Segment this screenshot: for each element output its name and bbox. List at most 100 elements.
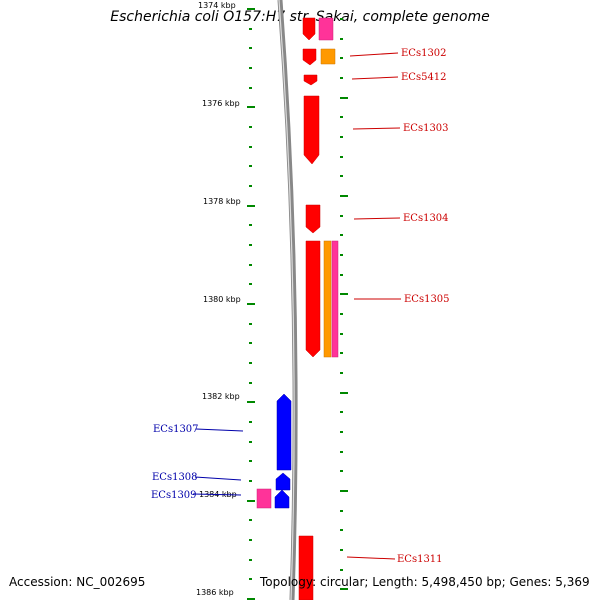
scale-tick-right: [340, 451, 343, 453]
tick-label-1386: 1386 kbp: [196, 588, 234, 597]
gene-arrow-ecs1309: [274, 489, 290, 509]
tick-label-1374: 1374 kbp: [198, 1, 236, 10]
scale-tick-left: [247, 598, 255, 600]
scale-tick-right: [340, 372, 343, 374]
gene-arrow-ecs1308: [275, 472, 291, 491]
scale-tick-right: [340, 175, 343, 177]
genome-backbone-highlight: [278, 0, 295, 600]
scale-tick-left: [249, 47, 252, 49]
gene-arrow-ecs5412: [303, 74, 318, 86]
scale-tick-right: [340, 254, 343, 256]
scale-tick-right: [340, 569, 343, 571]
gene-arrow-ecs1307: [276, 393, 292, 471]
scale-tick-right: [340, 490, 348, 492]
leader-line-ecs1308: [194, 476, 242, 481]
scale-tick-left: [247, 205, 255, 207]
scale-tick-right: [340, 392, 348, 394]
scale-tick-left: [249, 441, 252, 443]
gene-arrow-ecs1302: [302, 48, 317, 66]
scale-tick-right: [340, 333, 343, 335]
map-title: Escherichia coli O157:H7 str. Sakai, com…: [110, 9, 490, 25]
leader-line-ecs5412: [351, 76, 399, 80]
leader-line-ecs1307: [195, 428, 244, 432]
gene-label-ecs5412: ECs5412: [401, 72, 447, 83]
scale-tick-left: [249, 421, 252, 423]
scale-tick-left: [249, 185, 252, 187]
orange-feature-ecs1305: [323, 240, 332, 358]
scale-tick-left: [249, 224, 252, 226]
gene-arrow-ecs1303: [303, 95, 320, 165]
scale-tick-left: [249, 87, 252, 89]
scale-tick-left: [249, 519, 252, 521]
gene-label-ecs1311: ECs1311: [397, 554, 443, 565]
leader-line-ecs1302: [349, 52, 399, 57]
scale-tick-left: [247, 303, 255, 305]
scale-tick-left: [249, 28, 252, 30]
accession-text: Accession: NC_002695: [9, 575, 146, 589]
rna-feature-ecs1309: [256, 488, 272, 509]
orange-feature-ecs1302: [320, 48, 336, 65]
scale-tick-right: [340, 156, 343, 158]
scale-tick-left: [249, 283, 252, 285]
scale-tick-left: [247, 8, 255, 10]
topology-summary: Topology: circular; Length: 5,498,450 bp…: [260, 575, 590, 589]
scale-tick-right: [340, 313, 343, 315]
scale-tick-right: [340, 38, 343, 40]
gene-arrow-top-1: [302, 17, 316, 41]
scale-tick-right: [340, 77, 343, 79]
scale-tick-right: [340, 352, 343, 354]
gene-arrow-top-2: [318, 17, 334, 41]
scale-tick-right: [340, 470, 343, 472]
scale-tick-left: [249, 382, 252, 384]
scale-tick-right: [340, 431, 343, 433]
scale-tick-right: [340, 529, 343, 531]
scale-tick-left: [249, 323, 252, 325]
scale-tick-right: [340, 18, 343, 20]
scale-tick-right: [340, 97, 348, 99]
scale-tick-right: [340, 588, 348, 590]
scale-tick-right: [340, 195, 348, 197]
scale-tick-left: [247, 106, 255, 108]
scale-tick-left: [247, 500, 255, 502]
scale-tick-left: [247, 401, 255, 403]
scale-tick-right: [340, 57, 343, 59]
gene-label-ecs1307: ECs1307: [153, 424, 199, 435]
scale-tick-left: [249, 578, 252, 580]
genome-backbone: [277, 0, 298, 600]
gene-label-ecs1308: ECs1308: [152, 472, 198, 483]
scale-tick-right: [340, 234, 343, 236]
scale-tick-right: [340, 293, 348, 295]
leader-line-ecs1311: [346, 556, 396, 560]
scale-tick-left: [249, 165, 252, 167]
rna-feature-ecs1305: [331, 240, 339, 358]
scale-tick-left: [249, 460, 252, 462]
scale-tick-left: [249, 126, 252, 128]
gene-label-ecs1305: ECs1305: [404, 294, 450, 305]
scale-tick-right: [340, 274, 343, 276]
scale-tick-right: [340, 510, 343, 512]
gene-arrow-ecs1305: [305, 240, 321, 358]
gene-label-ecs1304: ECs1304: [403, 213, 449, 224]
gene-label-ecs1302: ECs1302: [401, 48, 447, 59]
gene-arrow-ecs1311: [298, 535, 314, 600]
gene-arrow-ecs1304: [305, 204, 321, 234]
tick-label-1382: 1382 kbp: [202, 392, 240, 401]
scale-tick-left: [249, 244, 252, 246]
scale-tick-right: [340, 136, 343, 138]
scale-tick-left: [249, 264, 252, 266]
scale-tick-left: [249, 480, 252, 482]
scale-tick-left: [249, 539, 252, 541]
tick-label-1380: 1380 kbp: [203, 295, 241, 304]
leader-line-ecs1309: [192, 493, 242, 496]
scale-tick-right: [340, 215, 343, 217]
scale-tick-left: [249, 362, 252, 364]
gene-label-ecs1309: ECs1309: [151, 490, 197, 501]
scale-tick-right: [340, 549, 343, 551]
scale-ticks: [247, 8, 348, 600]
scale-tick-right: [340, 411, 343, 413]
scale-tick-left: [249, 342, 252, 344]
tick-label-1378: 1378 kbp: [203, 197, 241, 206]
leader-line-ecs1303: [352, 127, 401, 130]
scale-tick-left: [249, 67, 252, 69]
